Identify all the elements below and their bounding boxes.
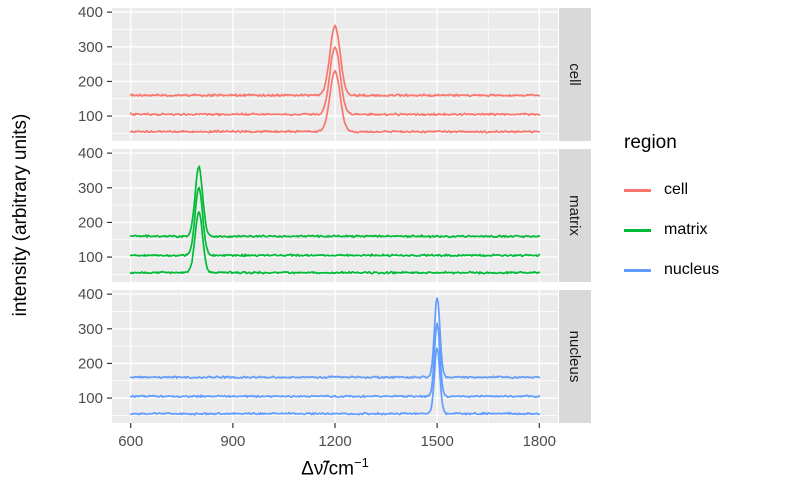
series-line-matrix-2 [129, 165, 541, 239]
legend-entry-nucleus: nucleus [624, 250, 719, 290]
legend: region cell matrix nucleus [624, 132, 719, 290]
legend-entry-matrix: matrix [624, 210, 719, 250]
series-line-cell-0 [129, 69, 541, 134]
y-tick-label: 100 [78, 249, 103, 266]
x-tick-label: 900 [220, 433, 245, 450]
series-line-cell-1 [129, 46, 541, 117]
strip-label-cell: cell [566, 63, 583, 86]
y-tick-label: 300 [78, 39, 103, 56]
x-tick-label: 1500 [420, 433, 453, 450]
y-tick-label: 300 [78, 321, 103, 338]
series-line-matrix-1 [129, 186, 541, 258]
y-tick-label: 100 [78, 108, 103, 125]
legend-title: region [624, 132, 677, 153]
y-tick-label: 300 [78, 180, 103, 197]
legend-entry-cell: cell [624, 170, 719, 210]
x-axis-title-text: Δν̃/cm [301, 458, 354, 480]
x-axis-title-superscript: −1 [353, 455, 369, 470]
legend-key-line-nucleus [624, 268, 651, 272]
legend-entry-label: nucleus [664, 261, 720, 278]
y-tick-label: 200 [78, 355, 103, 372]
y-tick-label: 200 [78, 214, 103, 231]
facet-strip-matrix [559, 149, 591, 282]
x-tick-label: 1800 [523, 433, 556, 450]
x-tick-label: 600 [118, 433, 143, 450]
x-tick-label: 1200 [318, 433, 351, 450]
legend-entries: cell matrix nucleus [624, 170, 719, 290]
legend-entry-label: matrix [664, 221, 708, 238]
facet-strip-cell [559, 8, 591, 141]
y-axis-title: intensity (arbitrary units) [10, 113, 31, 317]
y-tick-label: 100 [78, 390, 103, 407]
legend-key-line-cell [624, 188, 651, 192]
series-line-nucleus-2 [129, 297, 541, 380]
y-tick-label: 200 [78, 73, 103, 90]
facet-strip-nucleus [559, 290, 591, 423]
x-axis-title: Δν̃/cm−1 [301, 455, 369, 480]
strip-label-nucleus: nucleus [566, 331, 583, 383]
series-line-cell-2 [129, 24, 541, 98]
legend-key-line-matrix [624, 228, 651, 232]
series-line-nucleus-1 [129, 322, 541, 399]
strip-label-matrix: matrix [566, 195, 583, 236]
y-tick-label: 400 [78, 4, 103, 21]
y-tick-label: 400 [78, 286, 103, 303]
series-line-nucleus-0 [129, 347, 541, 416]
series-line-matrix-0 [129, 211, 541, 275]
legend-entry-label: cell [664, 181, 689, 198]
y-tick-label: 400 [78, 145, 103, 162]
